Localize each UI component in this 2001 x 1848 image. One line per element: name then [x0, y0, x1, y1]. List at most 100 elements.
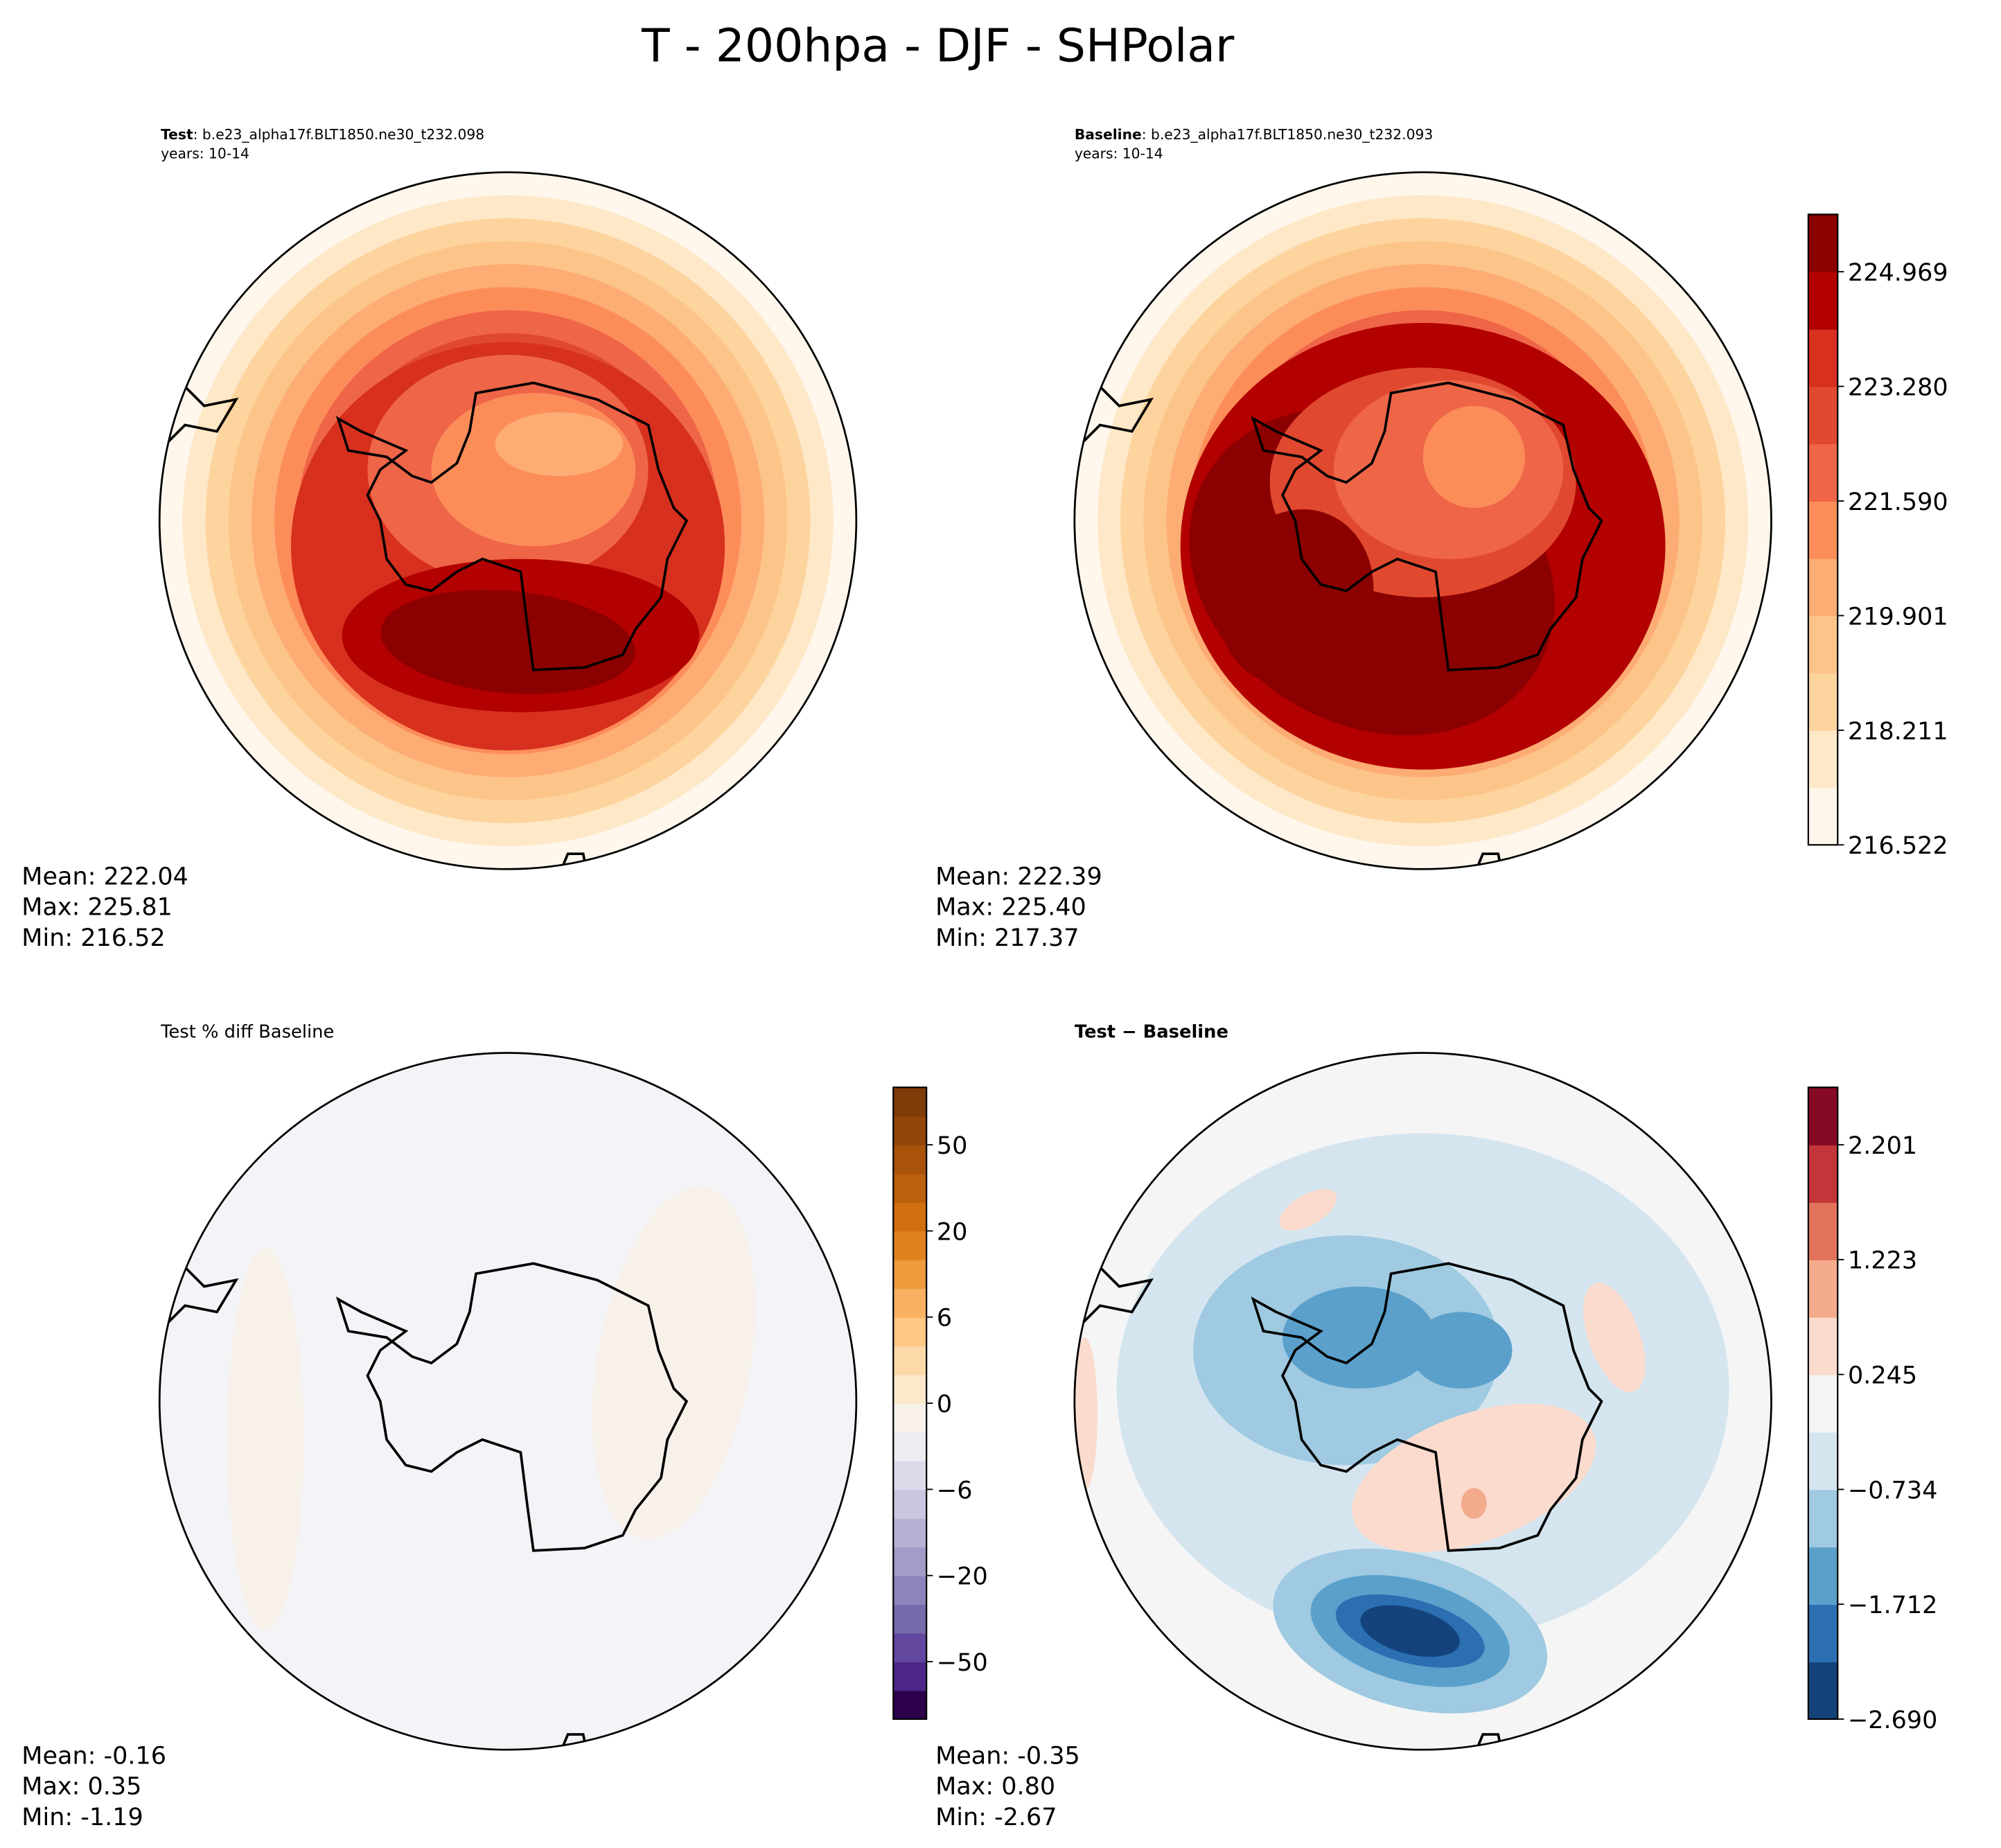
map-boundary [1073, 171, 1772, 870]
diff-max: Max: 0.80 [935, 1773, 1055, 1801]
contour-level [1360, 1605, 1460, 1657]
test-years: years: 10-14 [161, 145, 249, 161]
contour-level [592, 1186, 756, 1540]
colorbar-tick-label: 219.901 [1848, 603, 1948, 631]
figure-title: T - 200hpa - DJF - SHPolar [641, 18, 1235, 72]
colorbar-segment [893, 1145, 927, 1174]
baseline-label-case: : b.e23_alpha17f.BLT1850.ne30_t232.093 [1142, 126, 1433, 143]
panel-baseline-label: Baseline: b.e23_alpha17f.BLT1850.ne30_t2… [1075, 126, 1433, 143]
contour-level [1282, 1286, 1436, 1389]
contour-fills [159, 172, 856, 870]
colorbar-tick-label: −1.712 [1848, 1592, 1937, 1619]
colorbar-tick-label: −20 [937, 1563, 988, 1591]
antarctica-coastline [335, 381, 689, 671]
pctdiff-map [158, 1052, 858, 1751]
colorbar-segment [1808, 1259, 1838, 1318]
contour-level [1217, 509, 1374, 685]
colorbar-segment [1808, 1662, 1838, 1720]
colorbar-segment [893, 1662, 927, 1691]
test-mean: Mean: 222.04 [21, 863, 188, 890]
colorbar-segment [893, 1259, 927, 1290]
colorbar-segment [1808, 1374, 1838, 1433]
colorbar-segment [893, 1547, 927, 1576]
contour-level [1410, 1312, 1513, 1389]
colorbar-segment [893, 1087, 927, 1117]
colorbar-tick-label: 216.522 [1848, 832, 1948, 860]
panel-difference: Test − Baseline 2.201 1.223 0.245 −0.734 −1.… [935, 1021, 1937, 1831]
panel-percent-diff: Test % diff Baseline 50 20 6 0 −6 −20 −50 Mean… [21, 1021, 987, 1831]
contour-fills [1074, 1053, 1772, 1750]
colorbar-segment [1808, 1317, 1838, 1375]
pctdiff-mean: Mean: -0.16 [21, 1742, 166, 1770]
colorbar-segment [1808, 787, 1838, 846]
diff-min: Min: -2.67 [935, 1804, 1057, 1831]
contour-level [1279, 1189, 1337, 1231]
colorbar-tick-label: 20 [937, 1218, 968, 1246]
contour-level [1352, 1403, 1596, 1552]
antarctica-coastline [1251, 1262, 1603, 1552]
baseline-mean: Mean: 222.39 [935, 863, 1102, 890]
contour-level [1074, 1337, 1098, 1491]
colorbar-tick-label: 0 [937, 1391, 952, 1418]
diff-colorbar: 2.201 1.223 0.245 −0.734 −1.712 −2.690 [1807, 1086, 1937, 1734]
colorbar-tick-label: −0.734 [1848, 1477, 1937, 1504]
colorbar-tick-label: 223.280 [1848, 373, 1948, 401]
colorbar-segment [1808, 443, 1838, 502]
colorbar-segment [893, 1374, 927, 1405]
baseline-max: Max: 225.40 [935, 894, 1086, 922]
colorbar-segment [1808, 1432, 1838, 1490]
colorbar-segment [1808, 1604, 1838, 1663]
colorbar-segment [893, 1317, 927, 1347]
colorbar-segment [1808, 673, 1838, 731]
colorbar-tick-label: 1.223 [1848, 1247, 1917, 1275]
colorbar-segment [1808, 558, 1838, 617]
pctdiff-min: Min: -1.19 [21, 1804, 143, 1831]
colorbar-segment [1808, 272, 1838, 330]
colorbar-segment [893, 1517, 927, 1548]
contour-level [1583, 1283, 1646, 1393]
pctdiff-label: Test % diff Baseline [160, 1021, 334, 1042]
antarctica-coastline [335, 1262, 689, 1552]
panel-baseline: Baseline: b.e23_alpha17f.BLT1850.ne30_t2… [935, 126, 1948, 952]
colorbar-frame [1807, 1086, 1839, 1721]
colorbar-tick-label: −6 [937, 1477, 973, 1504]
contour-fills [1074, 172, 1772, 870]
colorbar-frame [1807, 213, 1839, 846]
colorbar-segment [1808, 386, 1838, 445]
test-max: Max: 225.81 [21, 894, 173, 922]
pctdiff-colorbar: 50 20 6 0 −6 −20 −50 [892, 1086, 988, 1721]
colorbar-segment [893, 1231, 927, 1260]
colorbar-segment [893, 1346, 927, 1375]
colorbar-segment [893, 1173, 927, 1203]
colorbar-tick-label: 2.201 [1848, 1132, 1917, 1160]
colorbar-segment [1808, 1489, 1838, 1548]
colorbar-segment [1808, 214, 1838, 273]
colorbar-tick-label: 0.245 [1848, 1362, 1917, 1389]
diff-map [1073, 1052, 1772, 1751]
baseline-map [1073, 171, 1772, 870]
pctdiff-max: Max: 0.35 [21, 1773, 141, 1801]
colorbar-tick-label: 50 [937, 1132, 968, 1160]
panel-test-label: Test: b.e23_alpha17f.BLT1850.ne30_t232.0… [161, 126, 484, 143]
colorbar-segment [893, 1288, 927, 1318]
colorbar-segment [893, 1432, 927, 1461]
baseline-years: years: 10-14 [1075, 145, 1163, 161]
colorbar-segment [893, 1575, 927, 1605]
colorbar-tick-label: −2.690 [1848, 1707, 1937, 1734]
colorbar-tick-label: −50 [937, 1649, 988, 1677]
test-map [158, 171, 858, 870]
colorbar-tick-label: 6 [937, 1305, 952, 1332]
test-label-bold: Test [161, 126, 193, 143]
diff-mean: Mean: -0.35 [935, 1742, 1080, 1770]
colorbar-segment [1808, 1547, 1838, 1605]
colorbar-segment [893, 1489, 927, 1519]
contour-level [495, 412, 623, 477]
colorbar-segment [1808, 730, 1838, 789]
colorbar-segment [893, 1460, 927, 1490]
colorbar-segment [893, 1403, 927, 1433]
contour-level [227, 1248, 304, 1631]
baseline-label-bold: Baseline [1075, 126, 1142, 143]
colorbar-segment [1808, 1145, 1838, 1203]
colorbar-segment [893, 1633, 927, 1663]
